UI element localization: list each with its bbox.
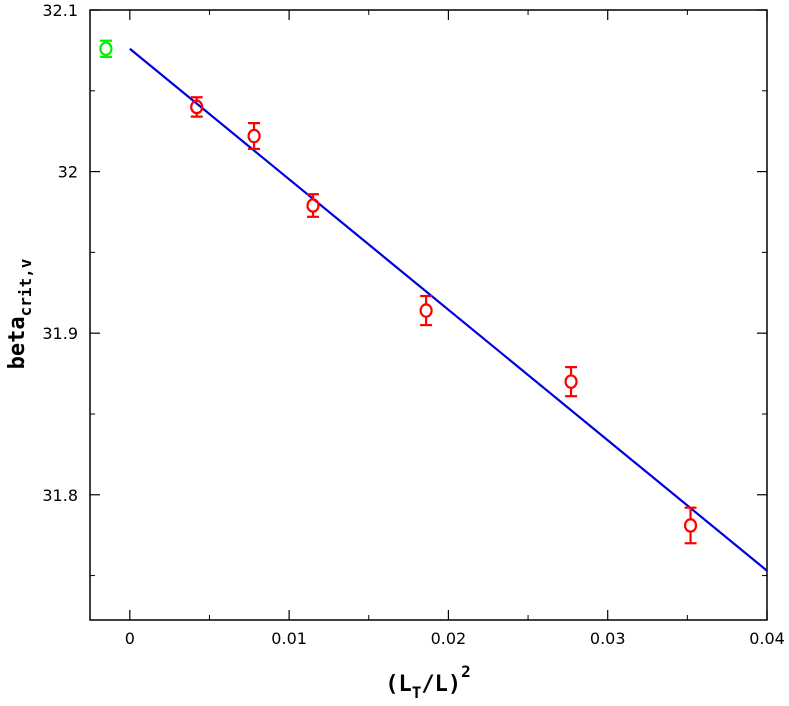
x-tick-label: 0.01 [271,629,307,648]
marker-circle [419,303,433,318]
y-tick-label: 32.1 [42,1,78,20]
marker-circle [564,374,578,389]
y-tick-label: 31.8 [42,486,78,505]
x-tick-label: 0.03 [590,629,626,648]
fit-line [129,47,767,572]
data-point [683,506,698,545]
data-point [190,96,204,118]
data-point [247,122,261,151]
y-tick-label: 31.9 [42,324,78,343]
y-tick-label: 32 [58,163,78,182]
data-points [99,39,698,545]
data-point [419,294,433,327]
fit-lines [129,47,767,572]
marker-circle [190,99,204,115]
x-tick-label: 0.02 [431,629,467,648]
marker-circle [247,128,261,144]
x-axis-title: (LT/L)2 [385,662,471,702]
marker-circle [306,198,320,213]
x-tick-label: 0 [125,629,135,648]
marker-circle [683,518,698,533]
marker-circle [99,41,113,57]
axis-ticks: 0 0.01 0.02 0.03 0.04 31.8 31.9 32 32.1 [42,1,784,648]
y-axis-title: betacrit,v [5,258,35,369]
x-tick-label: 0.04 [749,629,785,648]
data-point [99,39,113,58]
plot-frame [89,9,768,621]
data-point [306,193,320,218]
data-point [564,366,578,398]
